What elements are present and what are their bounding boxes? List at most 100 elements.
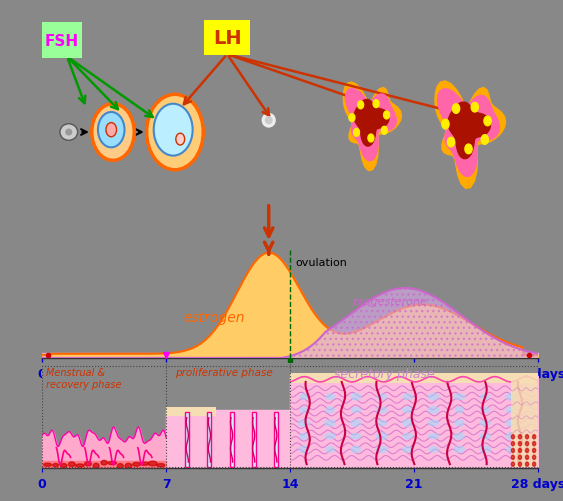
Ellipse shape — [428, 420, 439, 427]
Ellipse shape — [506, 446, 516, 453]
Ellipse shape — [148, 461, 157, 466]
Circle shape — [154, 105, 193, 156]
Circle shape — [453, 105, 459, 114]
Ellipse shape — [519, 435, 521, 439]
Ellipse shape — [402, 407, 413, 413]
Ellipse shape — [265, 117, 272, 125]
Circle shape — [373, 101, 379, 108]
Ellipse shape — [533, 441, 536, 446]
Ellipse shape — [511, 441, 515, 446]
Ellipse shape — [533, 435, 536, 439]
Ellipse shape — [350, 433, 361, 440]
Circle shape — [368, 135, 374, 143]
Bar — [185, 413, 189, 467]
Ellipse shape — [519, 441, 521, 446]
Ellipse shape — [93, 463, 99, 468]
Text: secretory phase: secretory phase — [334, 367, 435, 380]
Ellipse shape — [351, 445, 361, 453]
Ellipse shape — [506, 432, 516, 440]
Ellipse shape — [511, 448, 515, 453]
Bar — [166, 407, 216, 416]
Ellipse shape — [157, 463, 165, 467]
Ellipse shape — [298, 419, 311, 427]
Ellipse shape — [479, 446, 491, 453]
Ellipse shape — [60, 125, 78, 141]
Ellipse shape — [533, 462, 536, 466]
Bar — [252, 413, 256, 467]
Ellipse shape — [525, 441, 529, 446]
Circle shape — [349, 114, 355, 122]
Ellipse shape — [376, 393, 387, 400]
Ellipse shape — [525, 455, 529, 459]
Ellipse shape — [453, 393, 466, 400]
Circle shape — [381, 127, 387, 135]
Ellipse shape — [519, 448, 521, 453]
Ellipse shape — [324, 433, 336, 440]
Circle shape — [92, 105, 134, 161]
Ellipse shape — [324, 419, 336, 427]
Ellipse shape — [504, 393, 517, 401]
Ellipse shape — [299, 407, 309, 413]
Bar — [230, 413, 234, 467]
Ellipse shape — [479, 420, 491, 426]
Text: Menstrual &
recovery phase: Menstrual & recovery phase — [46, 367, 121, 389]
Ellipse shape — [519, 455, 521, 459]
Circle shape — [146, 95, 203, 170]
Ellipse shape — [511, 462, 515, 466]
Text: ovulation: ovulation — [295, 258, 347, 268]
Ellipse shape — [479, 433, 491, 440]
Ellipse shape — [325, 446, 335, 453]
Ellipse shape — [299, 393, 309, 400]
Ellipse shape — [454, 407, 464, 413]
Ellipse shape — [75, 464, 84, 467]
Ellipse shape — [376, 432, 388, 440]
Circle shape — [383, 112, 390, 120]
Ellipse shape — [402, 446, 413, 453]
Ellipse shape — [375, 445, 388, 453]
Ellipse shape — [376, 420, 387, 426]
Ellipse shape — [140, 462, 149, 465]
Ellipse shape — [84, 462, 91, 466]
Polygon shape — [346, 89, 396, 161]
Ellipse shape — [454, 445, 465, 453]
Ellipse shape — [511, 435, 515, 439]
Ellipse shape — [261, 113, 276, 129]
Ellipse shape — [402, 419, 413, 427]
Ellipse shape — [519, 462, 521, 466]
Circle shape — [442, 120, 449, 130]
Ellipse shape — [525, 448, 529, 453]
Ellipse shape — [43, 463, 51, 466]
Ellipse shape — [298, 445, 310, 453]
Ellipse shape — [68, 462, 75, 466]
Ellipse shape — [533, 448, 536, 453]
Ellipse shape — [125, 463, 132, 468]
Polygon shape — [435, 82, 506, 189]
Ellipse shape — [325, 393, 336, 400]
Ellipse shape — [427, 406, 440, 414]
Ellipse shape — [427, 393, 440, 401]
Ellipse shape — [53, 463, 59, 467]
Ellipse shape — [403, 433, 413, 440]
Ellipse shape — [117, 464, 123, 469]
Ellipse shape — [511, 455, 515, 459]
Ellipse shape — [505, 419, 517, 427]
Circle shape — [106, 123, 117, 137]
FancyBboxPatch shape — [204, 21, 250, 56]
Ellipse shape — [133, 462, 140, 466]
Ellipse shape — [454, 432, 465, 440]
Text: LH: LH — [213, 29, 242, 48]
Ellipse shape — [428, 433, 439, 439]
Circle shape — [358, 102, 364, 110]
Ellipse shape — [505, 407, 517, 413]
Circle shape — [176, 134, 185, 146]
Circle shape — [471, 103, 479, 113]
FancyBboxPatch shape — [41, 23, 82, 59]
Circle shape — [354, 129, 360, 137]
Bar — [290, 374, 538, 383]
Polygon shape — [343, 83, 401, 171]
Bar — [274, 413, 278, 467]
Ellipse shape — [525, 462, 529, 466]
Ellipse shape — [60, 463, 67, 467]
Ellipse shape — [350, 407, 361, 413]
Ellipse shape — [108, 461, 117, 465]
